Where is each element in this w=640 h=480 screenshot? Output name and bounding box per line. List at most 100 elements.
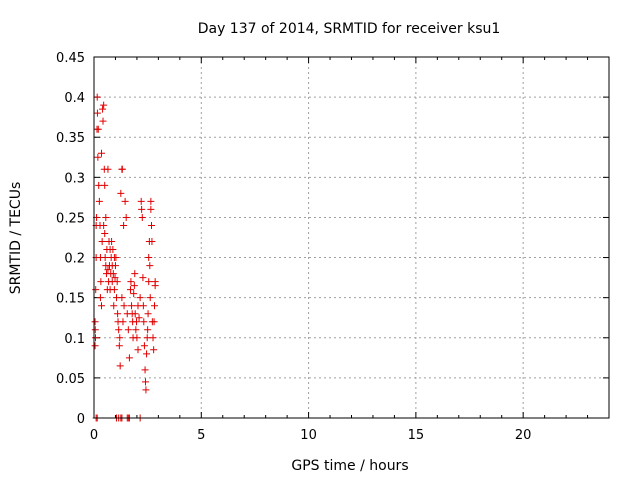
data-point [122, 213, 130, 221]
data-point [92, 334, 100, 342]
data-point [126, 286, 134, 294]
data-point [145, 278, 153, 286]
data-point [95, 197, 103, 205]
data-point [112, 254, 120, 262]
data-point [147, 197, 155, 205]
grid-lines [94, 57, 609, 418]
data-point [142, 386, 150, 394]
y-tick-label: 0.1 [64, 332, 85, 347]
data-point [99, 105, 107, 113]
data-point [101, 181, 109, 189]
data-point [151, 282, 159, 290]
data-point [141, 366, 149, 374]
data-point [113, 278, 121, 286]
data-point [147, 205, 155, 213]
data-point [138, 213, 146, 221]
x-axis-tick-labels: 0 5 10 15 20 [90, 428, 532, 443]
data-point [148, 238, 156, 246]
data-points [91, 93, 159, 422]
data-point [127, 278, 135, 286]
data-point [94, 153, 102, 161]
data-point [93, 109, 101, 117]
data-point [144, 326, 152, 334]
data-point [132, 318, 140, 326]
x-tick-label: 0 [90, 428, 98, 443]
data-point [98, 149, 106, 157]
data-point [145, 254, 153, 262]
y-tick-label: 0.45 [56, 51, 85, 66]
data-point [150, 318, 158, 326]
data-point [91, 326, 99, 334]
data-point [93, 93, 101, 101]
data-point [119, 318, 127, 326]
chart-title: Day 137 of 2014, SRMTID for receiver ksu… [198, 21, 501, 37]
data-point [146, 262, 154, 270]
data-point [131, 270, 139, 278]
data-point [95, 181, 103, 189]
data-point [118, 294, 126, 302]
data-point [140, 318, 148, 326]
data-point [109, 246, 117, 254]
data-point [100, 101, 108, 109]
data-point [98, 302, 106, 310]
data-point [101, 254, 109, 262]
data-point [104, 266, 112, 274]
y-tick-label: 0.05 [56, 372, 85, 387]
data-point [144, 310, 152, 318]
data-point [125, 354, 133, 362]
y-tick-label: 0 [77, 412, 85, 427]
data-point [120, 302, 128, 310]
data-point [101, 229, 109, 237]
data-point [111, 274, 119, 282]
x-tick-label: 20 [515, 428, 532, 443]
data-point [117, 189, 125, 197]
data-point [109, 270, 117, 278]
data-point [91, 342, 99, 350]
x-tick-label: 5 [197, 428, 205, 443]
data-point [116, 362, 124, 370]
plot-frame [93, 56, 610, 419]
data-point [116, 334, 124, 342]
y-tick-label: 0.15 [56, 292, 85, 307]
data-point [111, 262, 119, 270]
y-tick-label: 0.2 [64, 252, 85, 267]
data-point [118, 165, 126, 173]
data-point [128, 302, 136, 310]
data-point [130, 282, 138, 290]
data-point [108, 238, 116, 246]
axis-ticks [93, 56, 610, 419]
data-point [99, 117, 107, 125]
data-point [150, 346, 158, 354]
data-point [115, 326, 123, 334]
data-point [148, 221, 156, 229]
data-point [97, 278, 105, 286]
data-point [133, 334, 141, 342]
data-point [135, 314, 143, 322]
x-tick-label: 15 [408, 428, 425, 443]
data-point [94, 125, 102, 133]
data-point [124, 326, 132, 334]
data-point [143, 350, 151, 358]
y-tick-label: 0.25 [56, 211, 85, 226]
data-point [132, 326, 140, 334]
data-point [137, 197, 145, 205]
data-point [134, 346, 142, 354]
data-point [91, 318, 99, 326]
y-axis-tick-labels: 0 0.05 0.1 0.15 0.2 0.25 0.3 0.35 0.4 0.45 [56, 51, 85, 427]
data-point [100, 221, 108, 229]
data-point [114, 310, 122, 318]
data-point [139, 274, 147, 282]
data-point [151, 302, 159, 310]
data-point [110, 286, 118, 294]
data-point [136, 294, 144, 302]
data-point [102, 213, 110, 221]
data-point [139, 302, 147, 310]
data-point [146, 294, 154, 302]
x-axis-label: GPS time / hours [291, 458, 408, 474]
y-axis-label: SRMTID / TECUs [8, 182, 24, 295]
data-point [138, 205, 146, 213]
y-tick-label: 0.4 [64, 91, 85, 106]
data-point [121, 197, 129, 205]
data-point [131, 310, 139, 318]
y-tick-label: 0.35 [56, 131, 85, 146]
